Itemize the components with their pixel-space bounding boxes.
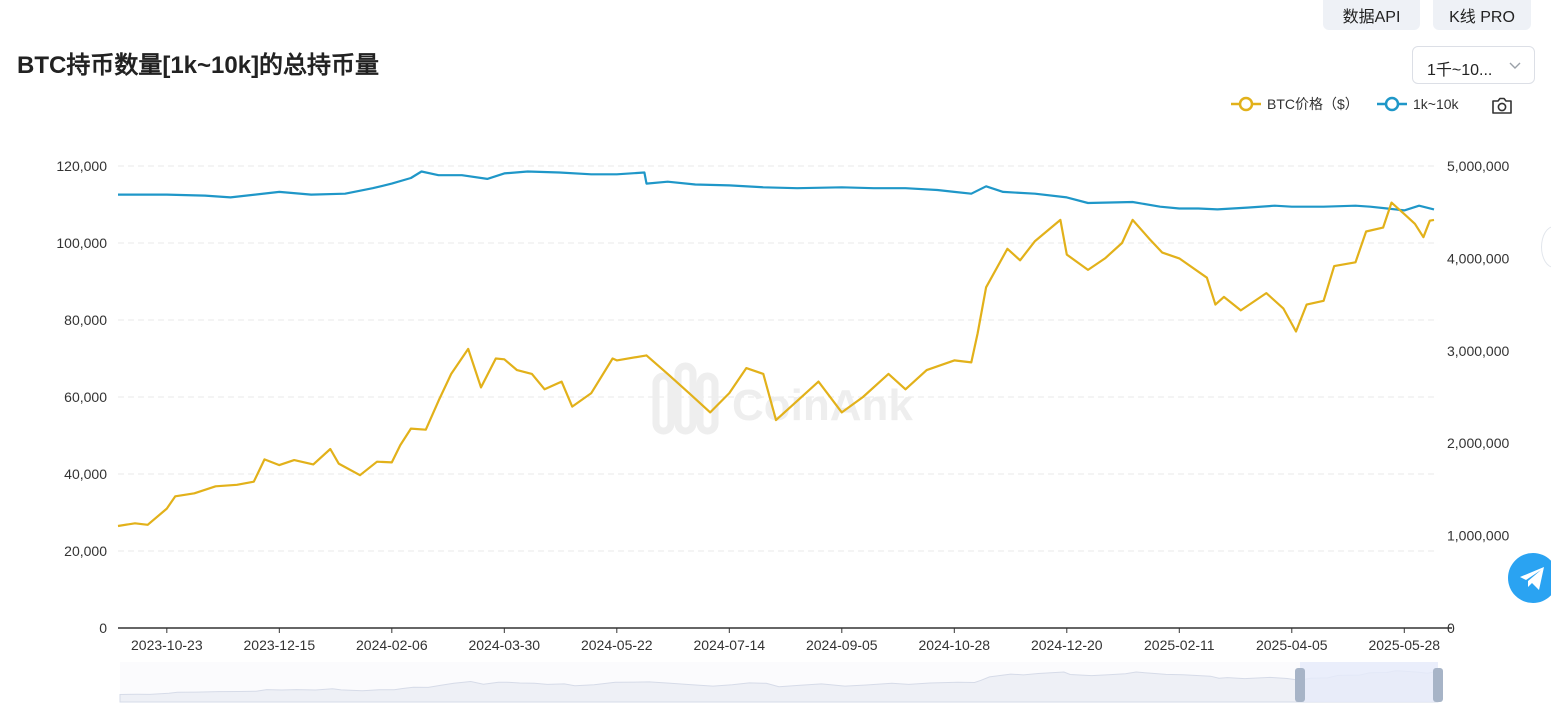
y-axis-left: 0 20,000 40,000 60,000 80,000 100,000 120,000 (56, 158, 107, 636)
x-tick-label: 2024-05-22 (581, 637, 653, 653)
x-tick-label: 2024-07-14 (693, 637, 765, 653)
y-right-tick-label: 4,000,000 (1447, 250, 1509, 266)
zoom-preview-area (119, 670, 1439, 703)
legend-marker-holder-icon (1377, 96, 1407, 112)
x-tick-label: 2024-10-28 (918, 637, 990, 653)
series-line-btc-price (117, 201, 1435, 528)
y-axis-right: 01,000,0002,000,0003,000,0004,000,0005,0… (1447, 158, 1509, 636)
y-right-tick-label: 1,000,000 (1447, 528, 1509, 544)
x-tick-label: 2023-12-15 (244, 637, 316, 653)
series-line-holder (118, 170, 1435, 212)
x-tick-label: 2024-09-05 (806, 637, 878, 653)
x-axis: 2023-10-23 2023-12-15 2024-02-06 2024-03-30… (118, 627, 1452, 653)
grid-layer (118, 165, 1434, 552)
y-left-tick-label: 120,000 (56, 158, 107, 174)
y-left-tick-label: 40,000 (64, 466, 107, 482)
x-tick-label: 2024-12-20 (1031, 637, 1103, 653)
zoom-slider[interactable] (119, 662, 1443, 703)
svg-text:CoinAnk: CoinAnk (732, 381, 913, 430)
x-tick-label: 2023-10-23 (131, 637, 203, 653)
zoom-selection[interactable] (1300, 662, 1438, 702)
y-right-tick-label: 5,000,000 (1447, 158, 1509, 174)
zoom-handle-right[interactable] (1433, 668, 1443, 702)
chevron-down-icon (1509, 62, 1521, 69)
x-tick-label: 2024-02-06 (356, 637, 428, 653)
legend-label-btc-price: BTC价格（$） (1267, 96, 1359, 112)
y-left-tick-label: 20,000 (64, 543, 107, 559)
legend-marker-btc-icon (1231, 96, 1261, 112)
data-api-button[interactable]: 数据API (1323, 0, 1420, 30)
legend-label-holder: 1k~10k (1413, 96, 1459, 112)
y-left-tick-label: 60,000 (64, 389, 107, 405)
zoom-handle-left[interactable] (1295, 668, 1305, 702)
x-tick-label: 2024-03-30 (468, 637, 540, 653)
telegram-icon (1520, 567, 1544, 590)
legend-item-holder[interactable]: 1k~10k (1377, 94, 1459, 114)
x-tick-label: 2025-05-28 (1368, 637, 1440, 653)
y-left-tick-label: 0 (99, 620, 107, 636)
range-select-value: 1千~10... (1427, 62, 1493, 79)
y-left-tick-label: 80,000 (64, 312, 107, 328)
kline-pro-button[interactable]: K线 PRO (1433, 0, 1531, 30)
camera-icon[interactable] (1491, 97, 1513, 115)
y-left-tick-label: 100,000 (56, 235, 107, 251)
telegram-button[interactable] (1508, 553, 1551, 603)
page-title: BTC持币数量[1k~10k]的总持币量 (17, 52, 380, 79)
x-tick-label: 2025-02-11 (1144, 637, 1215, 653)
x-tick-label: 2025-04-05 (1256, 637, 1328, 653)
range-select[interactable]: 1千~10... (1412, 46, 1535, 84)
y-right-tick-label: 3,000,000 (1447, 343, 1509, 359)
y-right-tick-label: 2,000,000 (1447, 435, 1509, 451)
watermark: CoinAnk (652, 362, 913, 435)
legend-item-btc-price[interactable]: BTC价格（$） (1231, 94, 1359, 114)
